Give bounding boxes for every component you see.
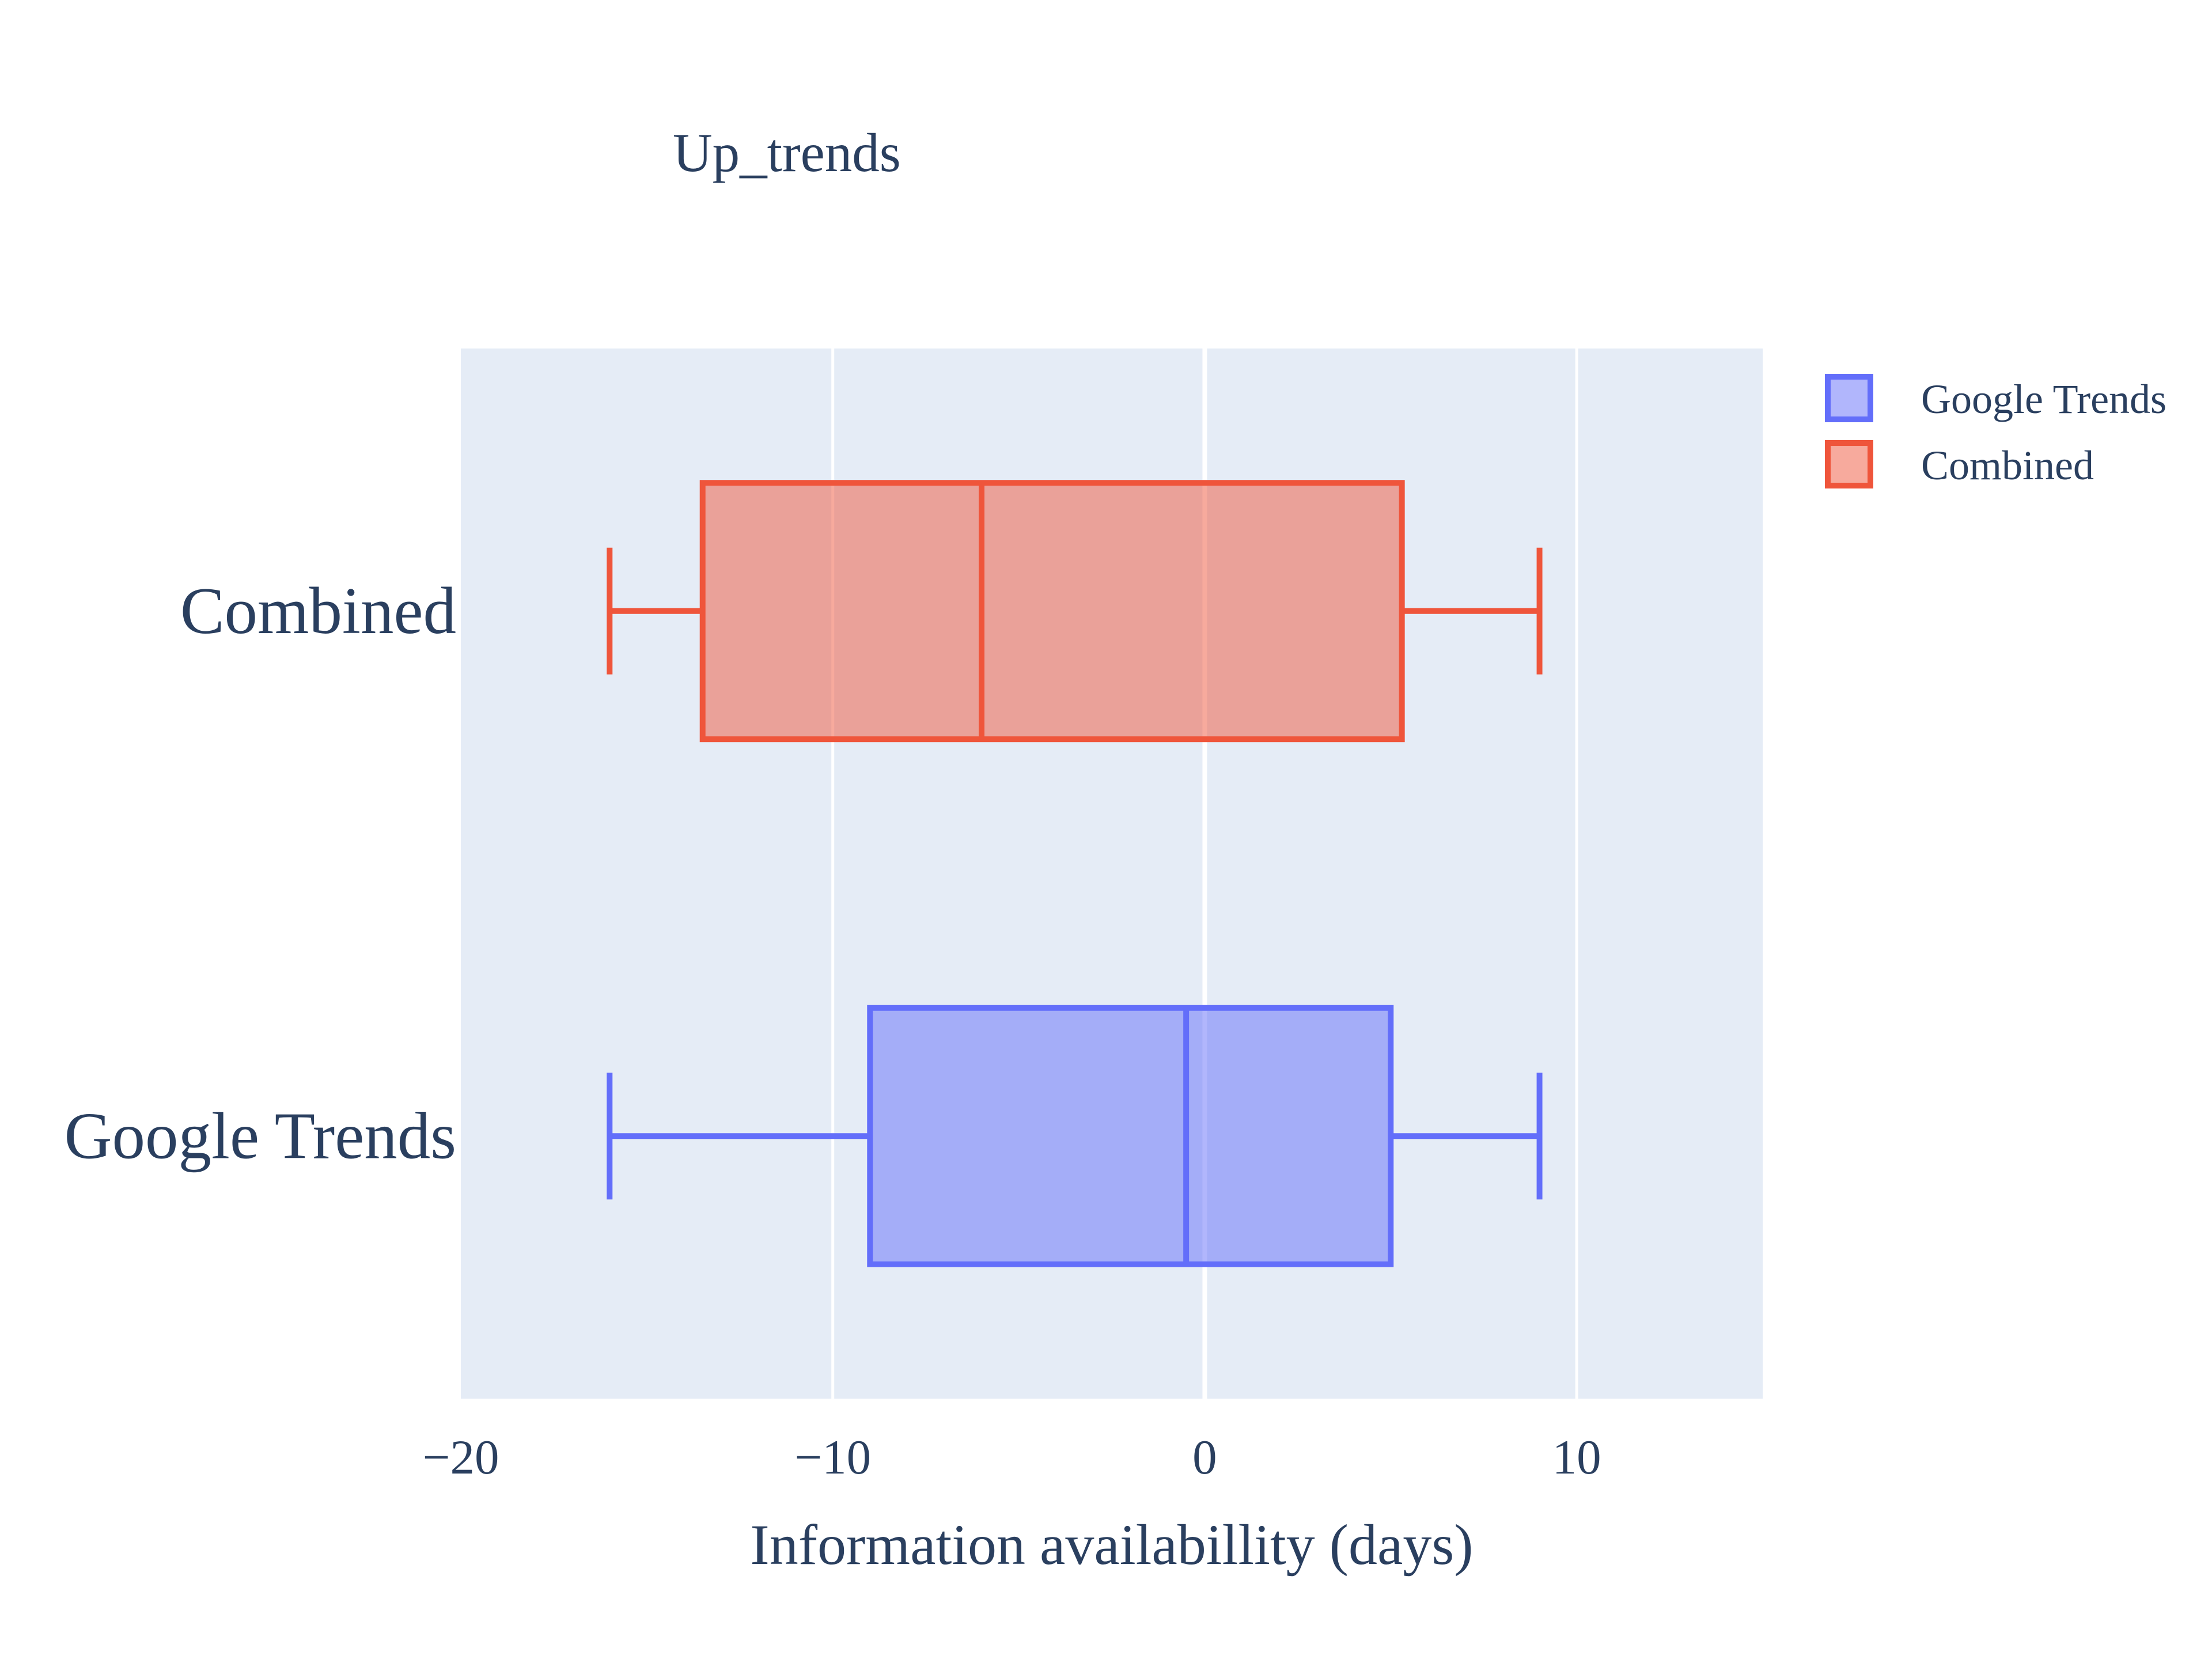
x-tick-label: −10 — [794, 1430, 871, 1484]
legend-swatch — [1825, 374, 1873, 422]
x-tick-label: 0 — [1192, 1430, 1217, 1484]
x-tick-labels: −20 −10 0 10 — [423, 1430, 1601, 1484]
chart-title: Up_trends — [673, 122, 901, 183]
legend-label: Google Trends — [1921, 376, 2166, 422]
box-combined — [607, 480, 1543, 743]
iqr-box — [867, 1005, 1394, 1267]
y-category-labels: Google Trends Combined — [64, 574, 456, 1173]
box-google-trends — [607, 1005, 1543, 1267]
legend-label: Combined — [1921, 442, 2094, 488]
legend-swatch — [1825, 440, 1873, 488]
y-category-label: Google Trends — [64, 1099, 456, 1172]
y-category-label: Combined — [180, 574, 456, 647]
legend-item[interactable]: Combined — [1825, 440, 2094, 488]
x-tick-label: −20 — [423, 1430, 499, 1484]
legend-item[interactable]: Google Trends — [1825, 374, 2166, 422]
iqr-box — [699, 480, 1405, 743]
box-plots — [607, 480, 1543, 1267]
x-tick-label: 10 — [1552, 1430, 1601, 1484]
x-axis-label: Information availabillity (days) — [750, 1513, 1473, 1577]
legend: Google Trends Combined — [1825, 374, 2166, 488]
